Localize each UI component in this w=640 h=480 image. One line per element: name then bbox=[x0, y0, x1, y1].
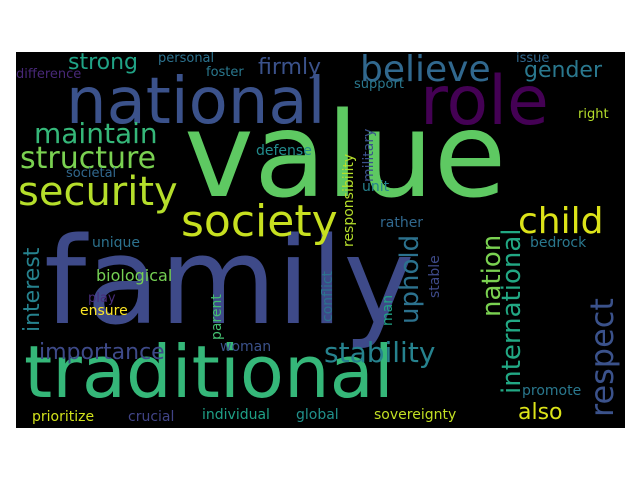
word-society: society bbox=[181, 196, 338, 247]
word-firmly: firmly bbox=[258, 55, 322, 80]
word-believe: believe bbox=[360, 52, 491, 90]
word-support: support bbox=[354, 77, 404, 92]
word-promote: promote bbox=[522, 383, 582, 399]
word-security: security bbox=[18, 169, 178, 215]
word-stable: stable bbox=[427, 255, 443, 298]
word-international: international bbox=[497, 228, 527, 395]
word-foster: foster bbox=[206, 65, 244, 80]
word-individual: individual bbox=[202, 407, 270, 423]
word-biological: biological bbox=[96, 266, 173, 285]
word-responsibility: responsibility bbox=[341, 153, 357, 247]
word-unique: unique bbox=[92, 235, 141, 251]
word-woman: woman bbox=[220, 339, 272, 355]
word-societal: societal bbox=[66, 166, 117, 181]
word-stability: stability bbox=[324, 336, 436, 369]
word-gender: gender bbox=[524, 58, 602, 83]
word-also: also bbox=[518, 400, 563, 425]
word-national: national bbox=[66, 65, 326, 139]
word-role: role bbox=[420, 62, 549, 141]
word-respect: respect bbox=[583, 298, 621, 417]
word-conflict: conflict bbox=[320, 270, 336, 322]
word-family: family bbox=[44, 213, 415, 352]
word-global: global bbox=[296, 407, 339, 423]
word-right: right bbox=[578, 107, 609, 122]
word-play: play bbox=[88, 291, 116, 306]
word-issue: issue bbox=[516, 52, 550, 66]
word-personal: personal bbox=[158, 52, 215, 66]
word-parent: parent bbox=[209, 294, 225, 340]
word-structure: structure bbox=[20, 141, 157, 176]
word-strong: strong bbox=[68, 52, 139, 75]
word-bedrock: bedrock bbox=[530, 235, 587, 251]
word-unit: unit bbox=[362, 179, 390, 195]
word-cloud: family value traditional national role s… bbox=[16, 52, 625, 428]
word-sovereignty: sovereignty bbox=[374, 407, 457, 423]
word-importance: importance bbox=[39, 340, 165, 365]
word-maintain: maintain bbox=[34, 117, 158, 150]
word-military: military bbox=[361, 128, 377, 182]
word-traditional: traditional bbox=[24, 330, 394, 414]
word-child: child bbox=[518, 201, 604, 242]
word-prioritize: prioritize bbox=[32, 409, 95, 425]
word-rather: rather bbox=[380, 215, 424, 231]
word-crucial: crucial bbox=[128, 409, 175, 425]
word-interest: interest bbox=[20, 247, 45, 332]
word-difference: difference bbox=[16, 67, 82, 82]
word-defense: defense bbox=[256, 143, 312, 159]
word-ensure: ensure bbox=[80, 303, 128, 319]
word-uphold: uphold bbox=[395, 234, 425, 324]
word-value: value bbox=[184, 86, 507, 224]
word-man: man bbox=[380, 294, 396, 326]
